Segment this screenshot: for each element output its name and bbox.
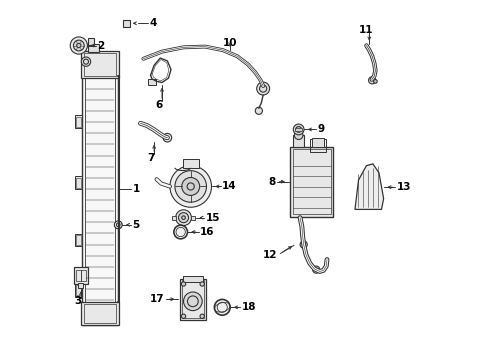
Bar xyxy=(309,139,325,152)
Bar xyxy=(85,74,115,304)
Circle shape xyxy=(175,210,191,226)
Bar xyxy=(81,51,119,78)
Bar xyxy=(81,302,119,325)
Text: 16: 16 xyxy=(200,227,214,237)
Circle shape xyxy=(181,314,185,319)
Bar xyxy=(74,284,81,297)
Bar xyxy=(76,117,81,127)
Text: 10: 10 xyxy=(223,38,237,48)
Bar xyxy=(292,149,330,215)
Circle shape xyxy=(295,127,301,132)
Circle shape xyxy=(200,282,204,286)
Circle shape xyxy=(70,37,87,54)
Bar xyxy=(84,304,116,323)
Bar xyxy=(81,270,86,281)
Bar xyxy=(180,279,205,320)
Bar xyxy=(172,216,176,220)
Bar xyxy=(76,235,81,245)
Circle shape xyxy=(293,124,304,135)
Text: 11: 11 xyxy=(359,25,373,35)
Bar xyxy=(82,53,117,325)
Bar xyxy=(183,159,198,168)
Text: 12: 12 xyxy=(263,250,277,260)
Circle shape xyxy=(181,282,185,286)
Circle shape xyxy=(183,292,202,311)
Circle shape xyxy=(73,40,84,51)
Text: 9: 9 xyxy=(317,125,324,134)
Text: 4: 4 xyxy=(149,18,157,28)
Circle shape xyxy=(300,241,306,248)
Circle shape xyxy=(255,107,262,114)
Text: 1: 1 xyxy=(132,184,140,194)
Circle shape xyxy=(175,171,206,202)
Bar xyxy=(76,285,81,295)
Circle shape xyxy=(114,221,122,229)
Text: 2: 2 xyxy=(97,41,104,50)
Bar xyxy=(293,135,304,147)
Bar xyxy=(294,128,302,131)
Bar xyxy=(74,234,81,246)
Circle shape xyxy=(312,266,319,273)
Circle shape xyxy=(200,314,204,319)
Bar xyxy=(76,270,81,281)
Circle shape xyxy=(373,80,376,83)
Circle shape xyxy=(176,227,185,237)
Circle shape xyxy=(368,77,375,84)
Bar xyxy=(148,79,156,85)
Text: 17: 17 xyxy=(150,294,164,304)
Bar xyxy=(88,44,99,52)
Bar xyxy=(74,116,81,128)
Text: 6: 6 xyxy=(155,100,163,110)
Circle shape xyxy=(214,300,230,315)
Bar xyxy=(84,53,116,76)
Bar xyxy=(190,216,195,220)
Circle shape xyxy=(178,213,188,223)
Text: 13: 13 xyxy=(396,182,410,192)
Circle shape xyxy=(81,57,90,66)
Circle shape xyxy=(163,134,171,142)
Bar xyxy=(182,280,203,318)
Bar xyxy=(122,20,129,27)
Text: 15: 15 xyxy=(205,213,220,222)
Text: 7: 7 xyxy=(147,153,155,163)
Circle shape xyxy=(256,82,269,95)
Bar xyxy=(74,176,81,189)
Text: 3: 3 xyxy=(74,296,81,306)
Text: 14: 14 xyxy=(222,181,236,192)
Bar xyxy=(78,283,83,288)
Bar xyxy=(183,276,203,282)
Circle shape xyxy=(77,43,81,48)
Circle shape xyxy=(169,166,211,207)
Bar xyxy=(74,267,88,284)
Bar xyxy=(76,178,81,188)
Text: 8: 8 xyxy=(267,177,275,186)
Text: 5: 5 xyxy=(132,220,139,230)
Bar xyxy=(311,138,324,147)
Bar xyxy=(88,39,94,45)
Circle shape xyxy=(294,131,303,139)
Circle shape xyxy=(182,177,199,195)
Text: 18: 18 xyxy=(241,302,256,312)
Polygon shape xyxy=(354,164,383,210)
Bar xyxy=(290,147,332,217)
